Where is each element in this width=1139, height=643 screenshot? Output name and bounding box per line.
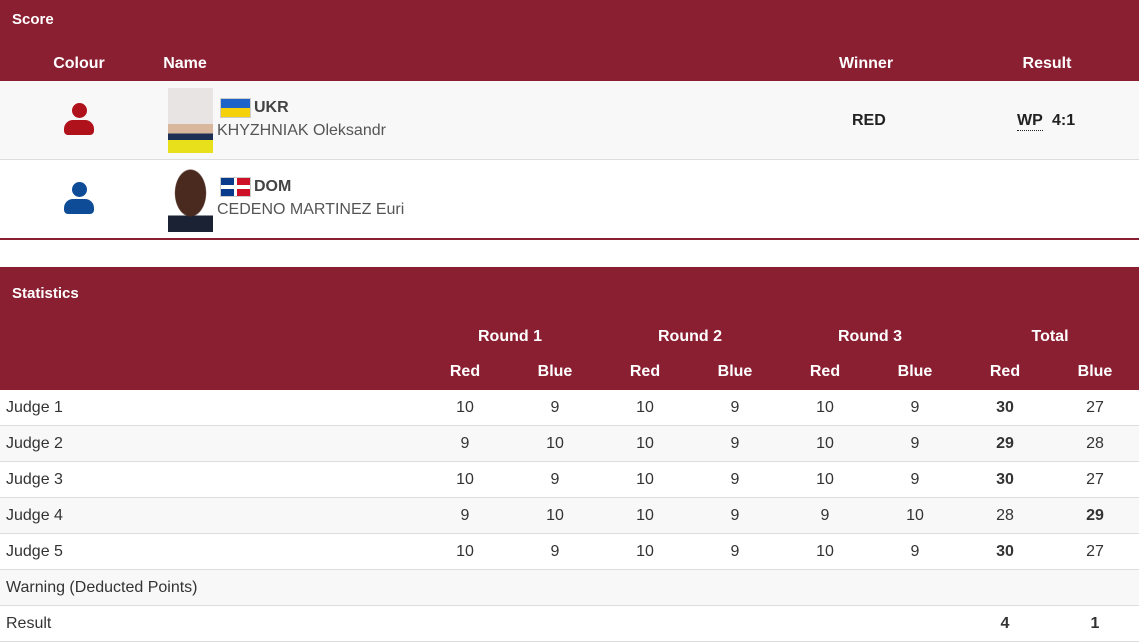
score-header: Score Colour Name Winner Result [0,0,1139,81]
score-cell: 9 [730,543,740,560]
score-cell: 9 [460,435,470,452]
dom-flag-icon [220,177,251,197]
ukr-flag-icon [220,98,251,118]
round-header: Round 2 [658,328,722,345]
score-cell: 9 [820,507,830,524]
score-cell: 30 [996,399,1014,416]
athlete-photo [168,88,213,153]
round-header: Round 3 [838,328,902,345]
score-cell: 9 [910,471,920,488]
row-label: Warning (Deducted Points) [6,579,198,596]
score-cell: 9 [730,471,740,488]
red-subheader: Red [449,363,481,380]
score-cell: 10 [636,471,654,488]
row-label: Judge 3 [6,471,63,488]
score-cell: 10 [636,399,654,416]
red-subheader: Red [629,363,661,380]
score-cell: 10 [816,435,834,452]
table-row: Judge 2 9 10 10 9 10 9 29 28 [0,426,1139,462]
score-cell: 10 [816,471,834,488]
score-cell: 9 [550,471,560,488]
athlete-name[interactable]: CEDENO MARTINEZ Euri [217,201,405,218]
round-header: Total [1031,328,1069,345]
score-cell: 28 [1086,435,1104,452]
score-cell: 10 [816,543,834,560]
score-title: Score [12,11,54,28]
blue-subheader: Blue [537,363,573,380]
col-winner: Winner [838,55,894,72]
blue-corner-person-icon [64,182,94,218]
score-cell: 10 [546,507,564,524]
table-row: Judge 3 10 9 10 9 10 9 30 27 [0,462,1139,498]
athlete-row-blue: DOM CEDENO MARTINEZ Euri [0,160,1139,240]
athlete-noc: DOM [254,178,292,195]
score-cell: 30 [996,543,1014,560]
winner-value: RED [852,112,886,129]
blue-subheader: Blue [717,363,753,380]
row-label: Judge 5 [6,543,63,560]
score-cell: 4 [1000,615,1010,632]
blue-subheader: Blue [1077,363,1113,380]
score-section: Score Colour Name Winner Result UKR KHYZ… [0,0,1139,240]
score-cell: 9 [910,435,920,452]
score-cell: 9 [550,543,560,560]
score-cell: 1 [1090,615,1100,632]
table-row: Judge 1 10 9 10 9 10 9 30 27 [0,390,1139,426]
col-colour: Colour [53,55,105,72]
athlete-photo [168,167,213,232]
col-name: Name [163,55,207,72]
score-cell: 27 [1086,399,1104,416]
statistics-header: Statistics Round 1 Red Blue Round 2 Red Blue R… [0,267,1139,390]
athlete-noc: UKR [254,99,289,116]
row-label: Result [6,615,52,632]
col-result: Result [1022,55,1072,72]
score-cell: 9 [460,507,470,524]
score-cell: 10 [906,507,924,524]
table-row: Judge 4 9 10 10 9 9 10 28 29 [0,498,1139,534]
score-cell: 10 [636,543,654,560]
result-abbr: WP [1017,112,1043,131]
red-corner-person-icon [64,103,94,139]
row-label: Judge 2 [6,435,63,452]
result-score: 4:1 [1052,112,1076,129]
red-subheader: Red [989,363,1021,380]
statistics-title: Statistics [12,285,79,302]
round-header: Round 1 [478,328,542,345]
athlete-name[interactable]: KHYZHNIAK Oleksandr [217,122,386,139]
score-cell: 9 [550,399,560,416]
table-row: Judge 5 10 9 10 9 10 9 30 27 [0,534,1139,570]
blue-subheader: Blue [897,363,933,380]
score-cell: 29 [996,435,1014,452]
score-cell: 10 [456,399,474,416]
athlete-row-red: UKR KHYZHNIAK Oleksandr RED WP 4:1 [0,81,1139,160]
score-cell: 9 [730,435,740,452]
table-row: Warning (Deducted Points) [0,570,1139,606]
score-cell: 9 [730,399,740,416]
score-cell: 10 [546,435,564,452]
score-cell: 10 [456,543,474,560]
score-cell: 28 [996,507,1014,524]
score-cell: 9 [910,399,920,416]
row-label: Judge 1 [6,399,63,416]
score-cell: 27 [1086,543,1104,560]
score-cell: 27 [1086,471,1104,488]
score-cell: 9 [730,507,740,524]
statistics-section: Statistics Round 1 Red Blue Round 2 Red Blue R… [0,267,1139,642]
score-cell: 10 [816,399,834,416]
score-cell: 29 [1086,507,1104,524]
score-cell: 10 [636,435,654,452]
score-cell: 10 [456,471,474,488]
score-cell: 9 [910,543,920,560]
score-cell: 30 [996,471,1014,488]
table-row: Result 4 1 [0,606,1139,642]
red-subheader: Red [809,363,841,380]
row-label: Judge 4 [6,507,63,524]
score-cell: 10 [636,507,654,524]
